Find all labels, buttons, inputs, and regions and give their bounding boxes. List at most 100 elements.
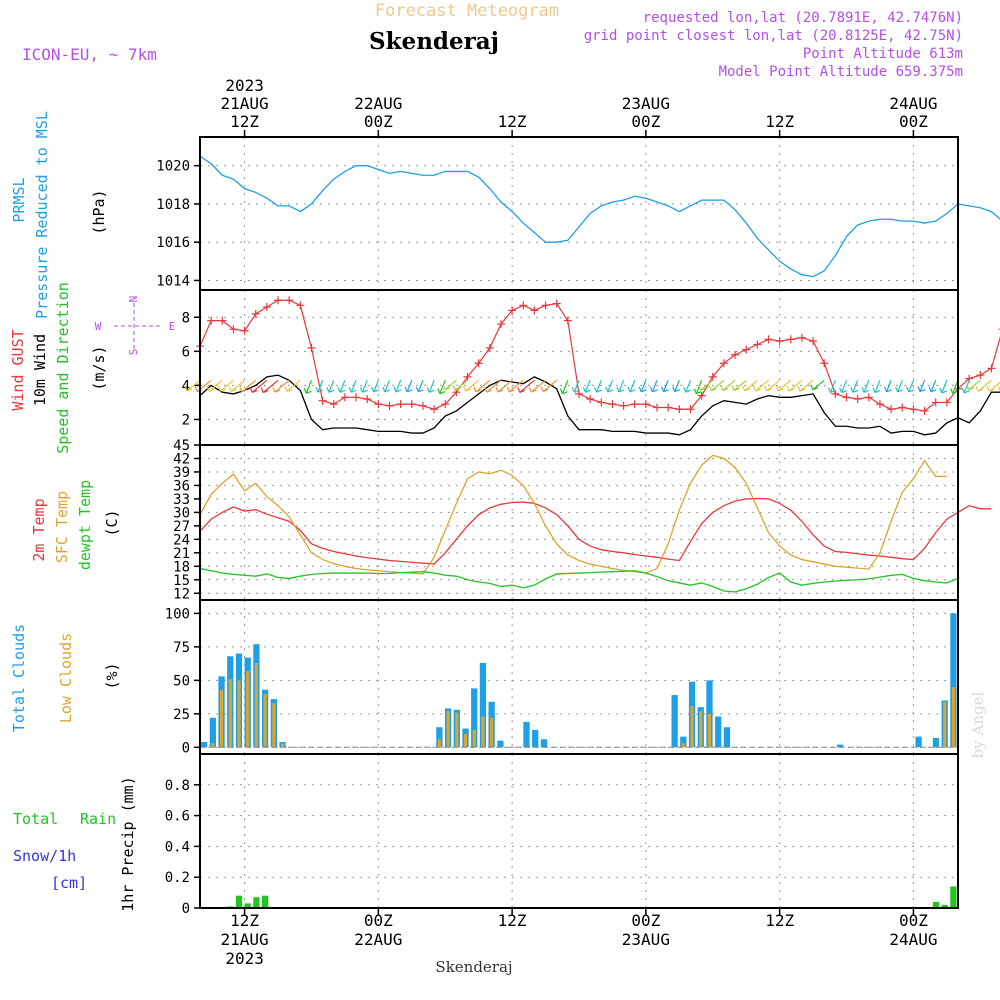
wind-direction-arrow: [685, 380, 692, 393]
bottom-tick-hour: 00Z: [899, 911, 928, 930]
temperature-ytick-label: 21: [173, 546, 190, 562]
sfc-temp-line: [199, 454, 947, 575]
wind-direction-arrow: [486, 379, 502, 393]
wind-direction-arrow: [584, 380, 591, 393]
point-altitude: Point Altitude 613m: [803, 46, 963, 62]
low-cloud-bar: [463, 733, 468, 748]
pressure-ytick-label: 1020: [156, 159, 190, 175]
gust-marker: [519, 301, 528, 310]
wind-compass: W E N S: [95, 296, 176, 356]
wind-direction-arrow: [968, 379, 981, 391]
pressure-frame: [199, 136, 959, 291]
wind-direction-arrow: [274, 379, 290, 393]
gust-marker: [396, 400, 405, 409]
wind-direction-arrow: [251, 379, 268, 393]
top-tick-hour: 00Z: [631, 112, 660, 131]
clouds-ytick-label: 25: [173, 707, 190, 723]
wind-direction-arrowhead: [775, 385, 784, 392]
gust-marker: [697, 391, 706, 400]
pressure-ytick-label: 1018: [156, 197, 190, 213]
wind-direction-arrowhead: [303, 388, 312, 394]
wind-direction-arrowhead: [437, 388, 446, 395]
gust-marker: [686, 405, 695, 414]
gridpoint-coords: grid point closest lon,lat (20.8125E, 42…: [584, 28, 963, 44]
wind-direction-arrow: [988, 381, 1000, 392]
wind-direction-arrow: [733, 379, 747, 391]
rain-bar: [941, 904, 948, 908]
wind-direction-arrow: [361, 380, 368, 393]
temperature-ytick-label: 45: [173, 438, 190, 454]
total-cloud-bar: [723, 727, 731, 748]
wind-direction-arrowhead: [672, 386, 681, 393]
compass-east: E: [169, 320, 176, 333]
wind-direction-arrowhead: [961, 387, 970, 394]
wind-direction-arrow: [863, 380, 870, 393]
wind-direction-arrow: [230, 379, 245, 392]
total-cloud-bar: [540, 739, 548, 748]
gust-marker: [987, 364, 996, 373]
wind-direction-arrowhead: [872, 387, 881, 394]
precip-frame: [199, 753, 959, 909]
low-cloud-bar: [219, 689, 224, 748]
gust-marker: [508, 306, 517, 315]
wind-direction-arrowhead: [272, 386, 281, 393]
gust-marker: [229, 325, 238, 334]
low-clouds-label: Low Clouds: [57, 633, 75, 723]
wind-direction-arrowhead: [359, 386, 368, 393]
gust-marker: [597, 398, 606, 407]
low-cloud-bar: [237, 680, 241, 748]
gust-marker: [786, 335, 795, 344]
top-tick-hour: 12Z: [230, 112, 259, 131]
legend-rain: Rain: [80, 810, 116, 828]
low-cloud-bar: [707, 713, 712, 748]
wind-direction-arrow: [799, 379, 814, 392]
precip-ytick-label: 0: [182, 901, 190, 917]
wind-direction-arrow: [262, 379, 279, 393]
gust-marker: [719, 359, 728, 368]
total-clouds-label: Total Clouds: [10, 624, 28, 732]
wind-direction-arrowhead: [883, 386, 892, 393]
wind-direction-arrow: [186, 379, 201, 392]
wind-direction-arrow: [305, 380, 313, 394]
wind-direction-arrow: [328, 380, 335, 393]
wind-direction-arrowhead: [315, 386, 324, 393]
wind-direction-arrowhead: [861, 387, 870, 393]
wind-direction-arrow: [829, 380, 836, 393]
wind-direction-arrowhead: [228, 386, 237, 392]
wind-direction-arrow: [919, 380, 926, 392]
pressure-panel: 1014 1016 1018 1020: [156, 137, 1000, 290]
total-cloud-bar: [436, 727, 443, 748]
gust-marker: [909, 405, 918, 414]
gust-marker: [363, 395, 372, 404]
gust-marker: [296, 301, 305, 310]
bottom-tick-hour: 00Z: [631, 911, 660, 930]
compass-north: N: [127, 296, 140, 303]
bottom-tick-hour: 12Z: [765, 911, 794, 930]
top-tick-hour: 12Z: [498, 112, 527, 131]
temp-unit: (C): [103, 509, 121, 536]
wind-direction-arrowhead: [698, 385, 706, 391]
gust-marker: [352, 393, 361, 402]
low-cloud-bar: [254, 662, 258, 748]
wind-direction-arrowhead: [649, 386, 658, 393]
compass-west: W: [95, 320, 102, 333]
gust-marker: [842, 393, 851, 402]
wind-direction-arrowhead: [284, 386, 293, 392]
wind-direction-arrow: [519, 379, 535, 393]
gust-marker: [731, 350, 740, 359]
wind-direction-arrow: [841, 380, 848, 393]
gust-marker: [608, 400, 617, 409]
legend-total: Total: [13, 810, 58, 828]
total-cloud-bar: [715, 716, 722, 748]
wind-direction-arrow: [766, 379, 781, 392]
precip-ytick-label: 0.4: [165, 839, 190, 855]
gust-marker: [207, 316, 216, 325]
t2m-line: [199, 497, 992, 565]
wind-direction-arrowhead: [239, 386, 248, 393]
precip-unit: 1hr Precip (mm): [119, 776, 137, 911]
wind-direction-arrowhead: [442, 384, 451, 391]
top-tick-date: 23AUG: [622, 94, 670, 113]
gust-marker: [563, 316, 572, 325]
temperature-ytick-label: 39: [173, 465, 190, 481]
wind-direction-arrow: [674, 380, 680, 392]
